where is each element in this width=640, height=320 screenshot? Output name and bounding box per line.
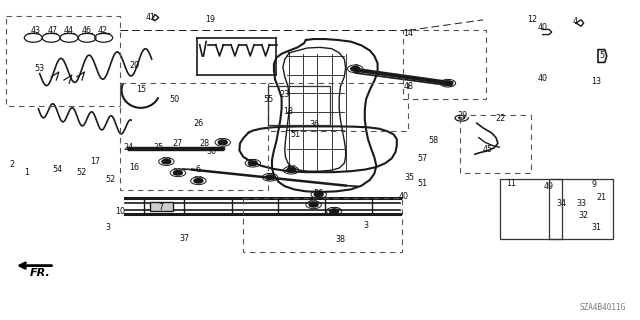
Text: 20: 20	[129, 61, 140, 70]
Circle shape	[162, 159, 171, 164]
Text: 31: 31	[591, 223, 602, 232]
Text: 17: 17	[90, 157, 100, 166]
Circle shape	[194, 179, 203, 183]
Text: 53: 53	[35, 64, 45, 73]
Text: 9: 9	[591, 180, 596, 189]
Text: 16: 16	[129, 164, 140, 172]
Text: 48: 48	[403, 82, 413, 91]
Text: 28: 28	[200, 140, 210, 148]
Text: 26: 26	[193, 119, 204, 128]
Text: 51: 51	[291, 130, 301, 139]
Text: 47: 47	[47, 26, 58, 35]
Text: 49: 49	[544, 182, 554, 191]
Text: 54: 54	[52, 165, 63, 174]
Text: 39: 39	[193, 176, 204, 185]
Text: 39: 39	[329, 207, 339, 216]
Circle shape	[351, 67, 360, 71]
Text: 46: 46	[81, 26, 92, 35]
Text: 29: 29	[457, 111, 467, 120]
Text: 32: 32	[579, 211, 589, 220]
Text: 11: 11	[506, 179, 516, 188]
Circle shape	[218, 140, 227, 145]
Text: 38: 38	[335, 236, 346, 244]
Bar	[460, 115, 531, 173]
Text: 2: 2	[9, 160, 14, 169]
Text: 30: 30	[206, 148, 216, 156]
Text: 55: 55	[264, 95, 274, 104]
Text: 34: 34	[557, 199, 567, 208]
Bar	[243, 198, 402, 252]
Text: FR.: FR.	[29, 268, 50, 278]
Bar	[268, 86, 330, 125]
Text: 23: 23	[280, 90, 290, 99]
Text: 52: 52	[105, 175, 115, 184]
Text: 24: 24	[123, 143, 133, 152]
Text: 51: 51	[417, 180, 428, 188]
Text: 4: 4	[572, 17, 577, 26]
Text: 39: 39	[161, 157, 172, 166]
Text: 5: 5	[599, 52, 604, 60]
Text: 8: 8	[353, 64, 358, 73]
Text: 39: 39	[265, 173, 275, 182]
Text: 40: 40	[538, 23, 548, 32]
Text: 40: 40	[398, 192, 408, 201]
Circle shape	[444, 81, 452, 85]
Text: 40: 40	[538, 74, 548, 83]
Bar	[549, 179, 613, 239]
Text: 25: 25	[154, 143, 164, 152]
Text: 7: 7	[159, 204, 164, 212]
Text: 39: 39	[173, 168, 183, 177]
Circle shape	[248, 161, 257, 165]
Text: 13: 13	[591, 77, 602, 86]
Text: 27: 27	[173, 140, 183, 148]
Text: 14: 14	[403, 29, 413, 38]
FancyBboxPatch shape	[150, 202, 173, 211]
Text: 39: 39	[218, 138, 228, 147]
Circle shape	[330, 209, 339, 213]
Bar	[500, 179, 562, 239]
Circle shape	[287, 168, 296, 172]
Circle shape	[173, 171, 182, 175]
Text: SZA4B4011G: SZA4B4011G	[580, 303, 626, 312]
Text: 58: 58	[429, 136, 439, 145]
Text: 33: 33	[576, 199, 586, 208]
Text: 57: 57	[417, 154, 428, 163]
Text: 12: 12	[527, 15, 538, 24]
Text: 22: 22	[495, 114, 506, 123]
Text: 56: 56	[314, 189, 324, 198]
Text: 44: 44	[64, 26, 74, 35]
Text: 36: 36	[310, 120, 320, 129]
Text: 43: 43	[30, 26, 40, 35]
Text: 42: 42	[97, 26, 108, 35]
Text: 37: 37	[179, 234, 189, 243]
Bar	[6, 16, 120, 106]
Text: 39: 39	[308, 200, 319, 209]
Text: 21: 21	[596, 193, 607, 202]
Text: 8: 8	[445, 79, 451, 88]
Text: 56: 56	[286, 165, 296, 174]
Bar	[403, 30, 486, 99]
Text: 18: 18	[283, 108, 293, 116]
Text: 3: 3	[105, 223, 110, 232]
Text: 19: 19	[205, 15, 215, 24]
Text: 45: 45	[483, 145, 493, 154]
Text: 39: 39	[248, 159, 258, 168]
Text: 3: 3	[364, 221, 369, 230]
Bar	[268, 83, 408, 131]
Circle shape	[266, 175, 275, 180]
Bar	[120, 83, 268, 190]
Text: 15: 15	[136, 85, 146, 94]
Text: 10: 10	[115, 207, 125, 216]
Text: 6: 6	[196, 165, 201, 174]
Circle shape	[314, 192, 323, 197]
Text: 35: 35	[404, 173, 415, 182]
Text: 50: 50	[169, 95, 179, 104]
Text: 52: 52	[77, 168, 87, 177]
Text: 41: 41	[146, 13, 156, 22]
Text: 1: 1	[24, 168, 29, 177]
Circle shape	[309, 203, 318, 207]
